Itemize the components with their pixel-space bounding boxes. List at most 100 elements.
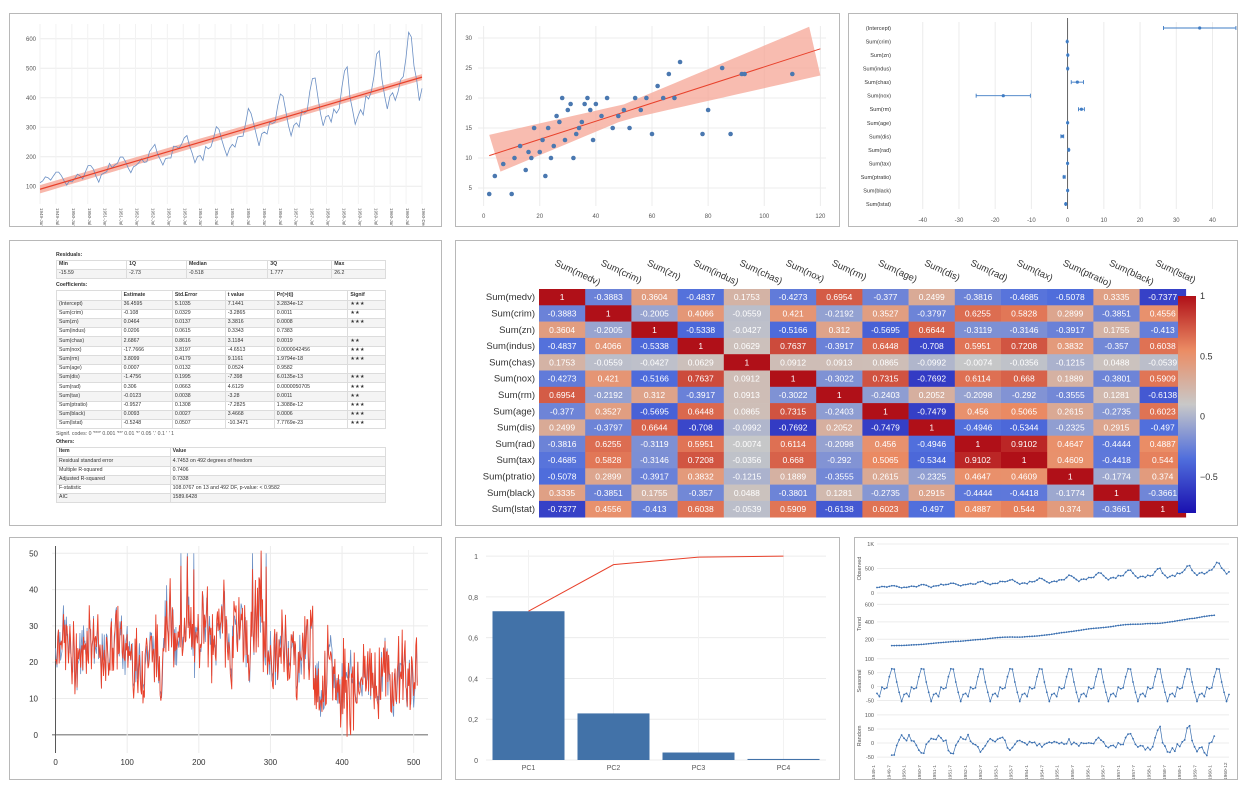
heatmap-value: -0.377 bbox=[550, 406, 574, 416]
heatmap-value: -0.5695 bbox=[640, 406, 669, 416]
component-point bbox=[1102, 741, 1105, 743]
heatmap-value: -0.3555 bbox=[825, 471, 854, 481]
component-point bbox=[1144, 748, 1147, 751]
component-point bbox=[949, 752, 952, 755]
component-point bbox=[1129, 623, 1132, 626]
scatter-point bbox=[590, 137, 596, 143]
y-tick-label: 10 bbox=[29, 695, 38, 704]
heatmap-cell bbox=[862, 484, 909, 502]
component-point bbox=[1068, 574, 1070, 577]
component-point bbox=[890, 584, 893, 587]
component-point bbox=[900, 644, 903, 647]
component-point bbox=[1164, 621, 1166, 624]
component-point bbox=[1117, 574, 1120, 577]
coef-cell: -7.398 bbox=[224, 373, 275, 384]
component-point bbox=[1031, 687, 1033, 690]
heatmap-value: -0.3917 bbox=[825, 341, 854, 351]
component-point bbox=[994, 582, 997, 585]
y-tick-label: 20 bbox=[465, 96, 472, 102]
others-cell: 1589.6428 bbox=[169, 493, 387, 504]
heatmap-value: 0.1281 bbox=[1104, 390, 1130, 400]
scatter-point bbox=[571, 155, 576, 161]
heatmap-cell bbox=[723, 468, 771, 485]
coef-cell bbox=[347, 363, 386, 375]
component-point bbox=[1154, 736, 1157, 739]
coef-row: Sum(rad) 0.306 0.0663 4.6129 0.0000050705 ★★★ bbox=[56, 382, 386, 393]
component-point bbox=[1001, 736, 1004, 739]
heatmap-cell bbox=[1139, 500, 1187, 518]
component-point bbox=[1018, 636, 1021, 639]
coef-cell: ★★★ bbox=[347, 400, 386, 411]
x-tick-label: 1956-1 bbox=[1085, 765, 1091, 780]
component-point bbox=[977, 581, 979, 584]
component-point bbox=[932, 642, 935, 645]
component-point bbox=[1023, 582, 1026, 584]
coef-row: Sum(nox) -17.7666 3.8197 -4.6513 0.000004245… bbox=[56, 345, 386, 356]
column-label: Sum(chas) bbox=[738, 258, 784, 287]
component-point bbox=[1122, 574, 1125, 577]
component-point bbox=[1013, 743, 1016, 746]
scatter-point bbox=[621, 107, 627, 113]
heatmap-cell bbox=[539, 435, 586, 453]
component-point bbox=[1097, 627, 1100, 629]
component-point bbox=[1205, 571, 1208, 574]
component-point bbox=[1080, 629, 1083, 631]
heatmap-cell bbox=[539, 289, 586, 306]
component-point bbox=[898, 586, 901, 589]
coefficients-table: Estimate Std.Error t value Pr(>|t|) Signif (I… bbox=[56, 290, 386, 430]
heatmap-cell bbox=[816, 500, 863, 518]
scatter-point bbox=[604, 95, 610, 101]
component-point bbox=[1077, 629, 1080, 632]
component-point bbox=[908, 585, 910, 588]
heatmap-cell bbox=[539, 305, 586, 322]
heatmap-cell bbox=[585, 484, 632, 502]
component-point bbox=[1127, 733, 1129, 736]
component-point bbox=[940, 641, 942, 644]
heatmap-value: 0.7315 bbox=[780, 406, 806, 416]
component-point bbox=[1223, 691, 1225, 694]
heatmap-value: 0.0865 bbox=[734, 406, 760, 416]
component-point bbox=[999, 580, 1001, 583]
component-point bbox=[1023, 741, 1026, 744]
coef-cell: -0.0123 bbox=[120, 391, 173, 402]
component-point bbox=[1102, 681, 1105, 683]
heatmap-cell bbox=[1001, 354, 1048, 371]
component-point bbox=[1112, 744, 1115, 747]
scatter-point bbox=[742, 71, 747, 77]
component-point bbox=[1164, 574, 1166, 577]
heatmap-value: -0.4946 bbox=[917, 439, 946, 449]
coef-cell: 0.0507 bbox=[171, 418, 226, 430]
heatmap-value: -0.2735 bbox=[1102, 406, 1131, 416]
component-point bbox=[1011, 668, 1014, 671]
x-tick-label: 1958-Jan bbox=[326, 208, 331, 227]
scatter-point bbox=[616, 113, 621, 119]
x-tick-label: 1954-1 bbox=[1024, 765, 1030, 780]
row-label: Sum(ptratio) bbox=[483, 471, 535, 482]
component-point bbox=[1070, 743, 1073, 746]
component-point bbox=[1141, 623, 1144, 625]
component-point bbox=[927, 585, 930, 588]
heatmap-cell bbox=[908, 370, 956, 388]
component-point bbox=[967, 695, 969, 698]
component-point bbox=[1065, 742, 1068, 745]
heatmap-value: 0.2499 bbox=[919, 292, 945, 302]
row-label: Sum(rad) bbox=[495, 439, 535, 450]
signif-codes: Signif. codes: 0 '***' 0.001 '**' 0.01 '… bbox=[56, 431, 175, 438]
component-point bbox=[1181, 741, 1184, 743]
heatmap-value: 0.3335 bbox=[1104, 292, 1130, 302]
component-point bbox=[1036, 744, 1038, 747]
heatmap-value: 0.6023 bbox=[1150, 406, 1176, 416]
heatmap-value: 0.1889 bbox=[780, 471, 806, 481]
component-point bbox=[1009, 636, 1011, 638]
component-point bbox=[986, 582, 989, 585]
component-point bbox=[888, 675, 891, 678]
component-point bbox=[1176, 743, 1179, 745]
component-point bbox=[1033, 686, 1036, 689]
x-tick-label: 120 bbox=[815, 214, 826, 220]
coef-cell: -0.9527 bbox=[120, 400, 173, 411]
colorbar-tick: −0.5 bbox=[1200, 472, 1218, 482]
row-label: Sum(dis) bbox=[497, 423, 535, 434]
component-point bbox=[1080, 578, 1083, 581]
component-point bbox=[991, 582, 994, 585]
heatmap-cell bbox=[954, 452, 1002, 469]
